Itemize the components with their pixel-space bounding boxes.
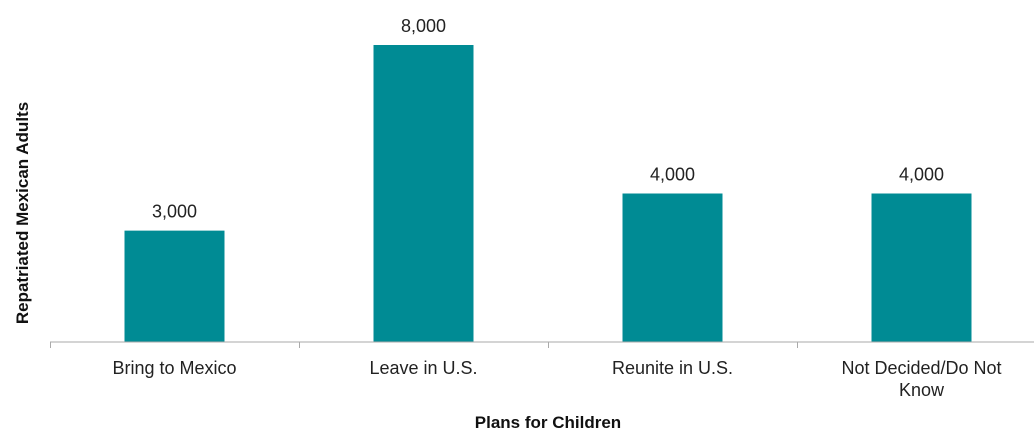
x-tick-marks [50,342,798,348]
x-tick-label-line: Reunite in U.S. [612,358,733,378]
value-labels-group: 3,000 8,000 4,000 4,000 [152,16,944,222]
bar [871,193,972,342]
data-label: 4,000 [650,165,695,185]
x-tick-label: Not Decided/Do Not Know [841,358,1001,400]
x-tick-label-line: Leave in U.S. [369,358,477,378]
bars-group [124,45,972,342]
data-label: 8,000 [401,16,446,36]
y-axis-title: Repatriated Mexican Adults [13,102,32,324]
data-label: 4,000 [899,165,944,185]
x-tick-label-line: Know [899,380,945,400]
x-tick-label: Reunite in U.S. [612,358,733,378]
x-tick-label: Leave in U.S. [369,358,477,378]
x-axis-title: Plans for Children [475,413,621,432]
x-tick-label-line: Not Decided/Do Not [841,358,1001,378]
bar [622,193,723,342]
x-tick-label: Bring to Mexico [112,358,236,378]
data-label: 3,000 [152,202,197,222]
bar [124,230,225,342]
x-tick-label-line: Bring to Mexico [112,358,236,378]
bar [373,45,474,342]
x-tick-labels: Bring to Mexico Leave in U.S. Reunite in U… [112,358,1001,400]
